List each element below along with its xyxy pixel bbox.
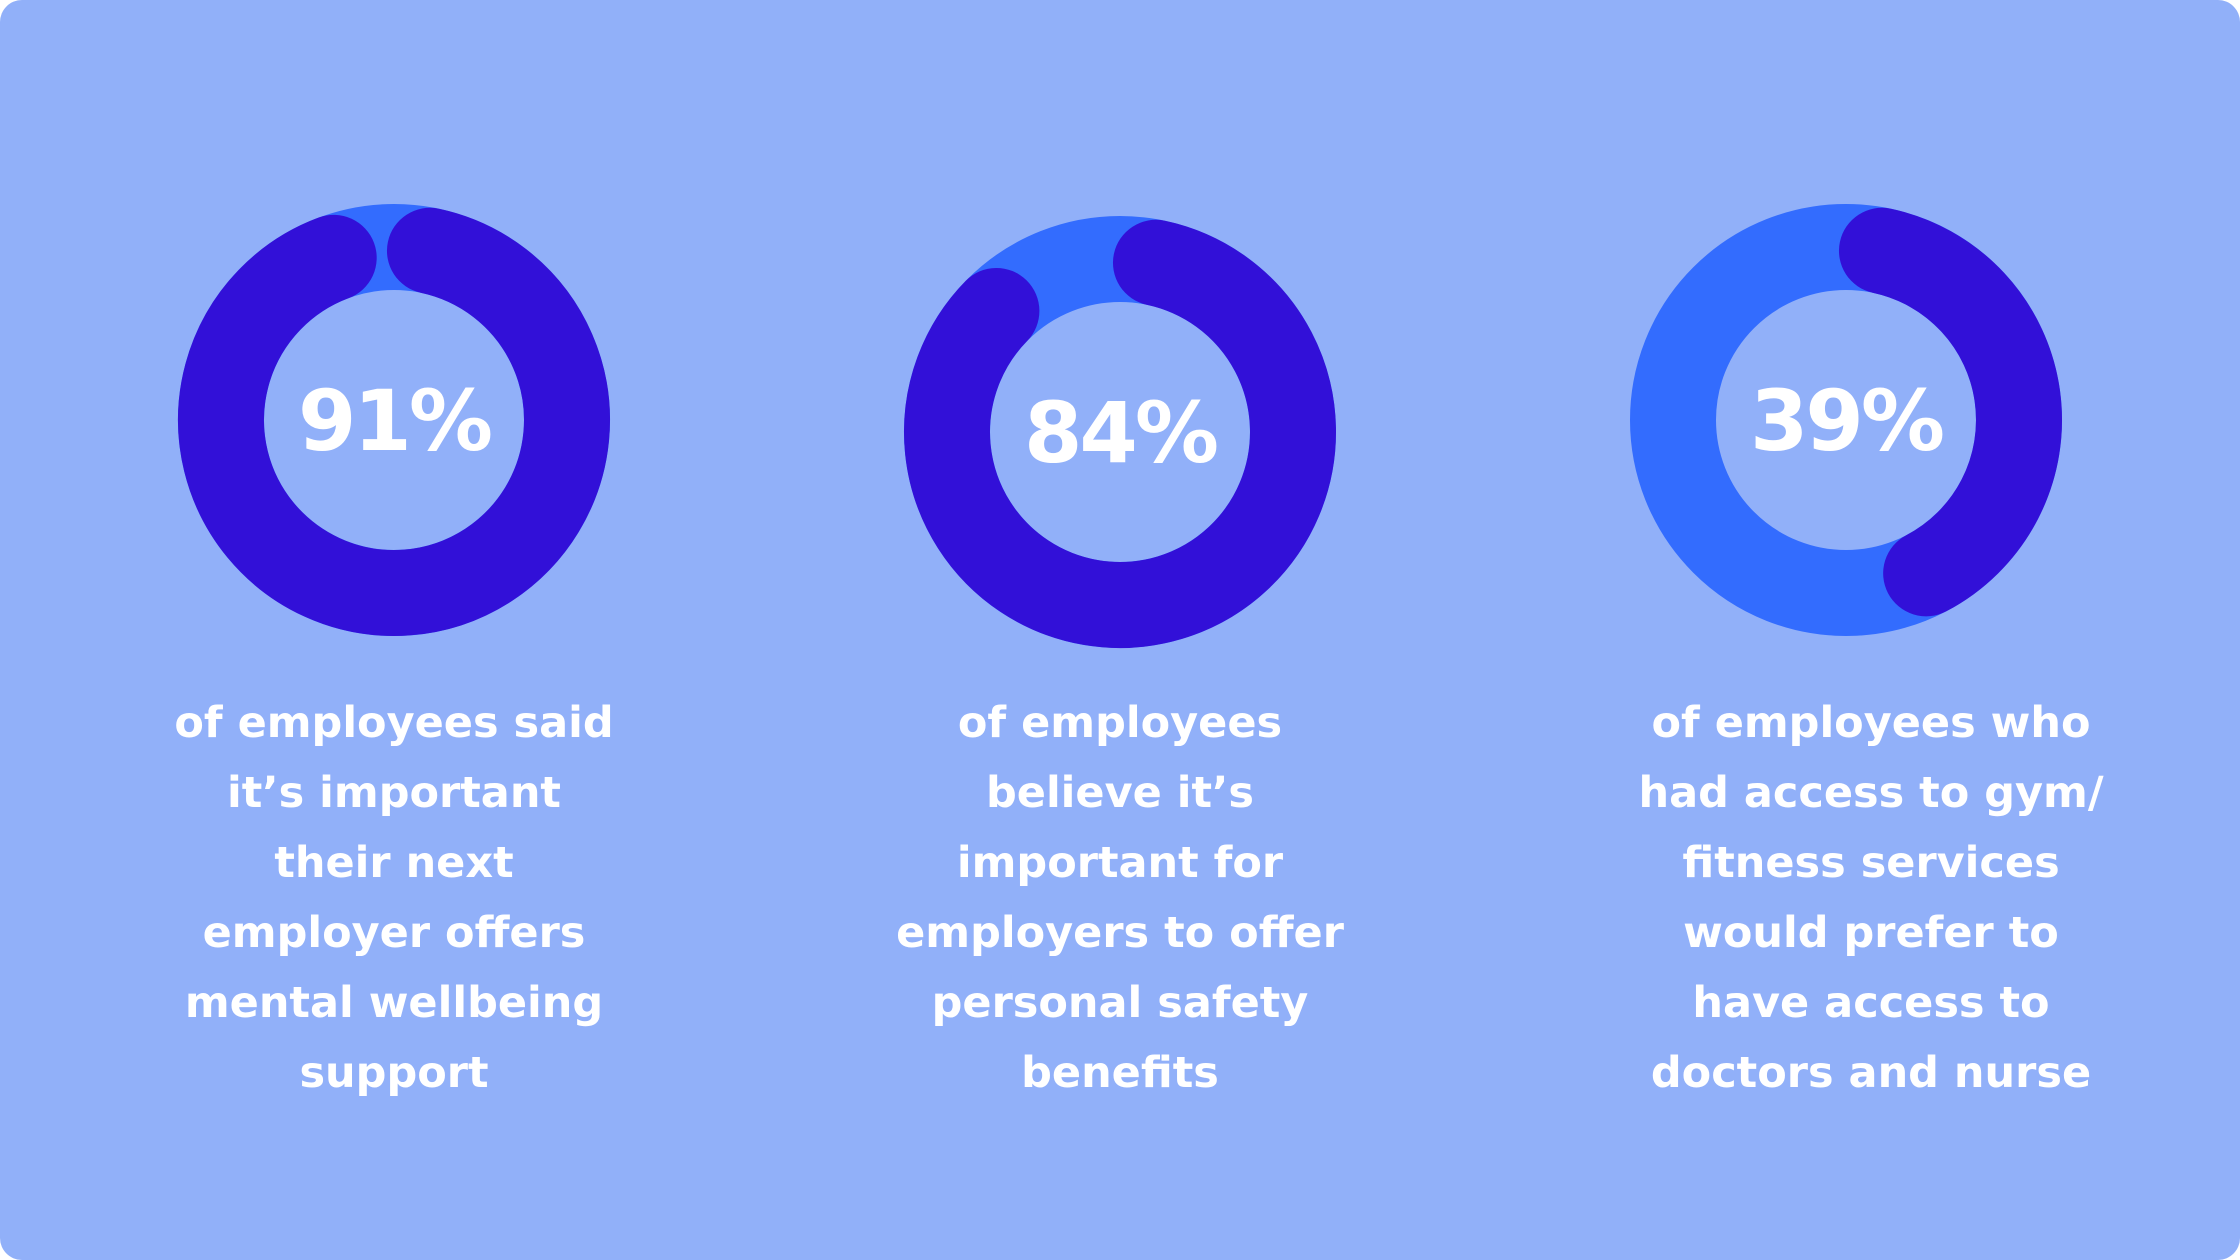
caption-line: of employees [957,698,1283,748]
caption-line: it’s important [226,768,561,818]
caption-line: mental wellbeing [184,978,604,1028]
caption-line: of employees said [174,698,614,748]
percent-label: 91% [298,372,491,470]
caption-line: important for [956,838,1284,888]
donut-chart-1: 91% [178,204,610,636]
stat-1-caption: of employees said it’s important their n… [134,688,654,1108]
donut-chart-2: 84% [904,216,1336,648]
caption-line: believe it’s [986,768,1254,818]
caption-line: employers to offer [896,908,1344,958]
caption-line: support [299,1048,489,1098]
caption-line: have access to [1692,978,2050,1028]
caption-line: their next [274,838,514,888]
caption-line: employer offers [202,908,586,958]
caption-line: of employees who [1651,698,2091,748]
caption-line: had access to gym/ [1638,768,2104,818]
caption-line: fitness services [1682,838,2060,888]
donut-value-arc [178,207,610,636]
donut-chart-3: 39% [1630,204,2062,636]
stat-2-caption: of employees believe it’s important for … [860,688,1380,1108]
donut-value-arc [904,219,1336,648]
stat-3-caption: of employees who had access to gym/ fitn… [1611,688,2131,1108]
caption-line: would prefer to [1683,908,2059,958]
donut-value-arc [1838,207,2062,617]
caption-line: personal safety [931,978,1309,1028]
caption-line: doctors and nurse [1650,1048,2092,1098]
percent-label: 84% [1024,384,1217,482]
caption-line: benefits [1021,1048,1219,1098]
percent-label: 39% [1750,372,1943,470]
